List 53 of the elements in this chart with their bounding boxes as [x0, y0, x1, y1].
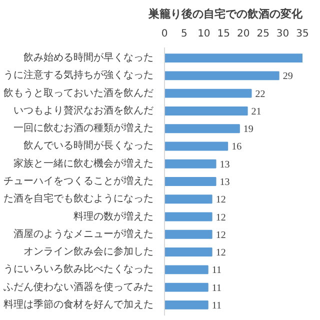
y-tick-label: オンライン飲み会に参加した [24, 246, 154, 258]
data-label: 11 [212, 300, 222, 312]
y-tick-label: 料理は季節の食材を好んで加えた [4, 298, 154, 310]
data-label: 13 [220, 177, 230, 188]
bar [164, 88, 252, 98]
y-tick-label: ふだん使わない酒器を使ってみた [2, 280, 154, 293]
y-tick-label: た酒を自宅でも飲むようになった [4, 192, 154, 205]
data-label: 13 [220, 159, 230, 170]
bar [164, 265, 208, 274]
y-tick-label: うにいろいろ飲み比べたくなった [4, 263, 154, 276]
x-tick-label: 5 [181, 28, 188, 40]
data-label: 12 [216, 212, 226, 224]
chart-title: 巣籠り後の自宅での飲酒の変化 [148, 8, 304, 20]
bar [164, 194, 212, 204]
bar [164, 300, 208, 310]
y-tick-label: 飲み始める時間が早くなった [24, 52, 154, 64]
x-tick-label: 30 [276, 28, 290, 40]
y-tick-label: 料理の数が増えた [74, 210, 154, 222]
bar [164, 159, 216, 168]
y-tick-label: いつもより贅沢なお酒を飲んだ [14, 104, 154, 116]
y-tick-label: 飲んでいる時間が長くなった [24, 140, 154, 152]
data-label: 12 [216, 248, 226, 259]
bar [164, 124, 240, 134]
data-label: 21 [251, 106, 262, 118]
x-tick-label: 0 [161, 28, 168, 40]
y-tick-label: チューハイをつくることが増えた [4, 175, 154, 187]
data-label: 11 [212, 282, 222, 294]
bar [164, 230, 212, 239]
bar [164, 106, 248, 116]
y-tick-label: 酒屋のようなメニューが増えた [14, 228, 154, 240]
x-tick-label: 20 [236, 28, 250, 40]
bar [164, 177, 216, 186]
bar [164, 142, 228, 151]
data-label: 16 [232, 142, 242, 153]
data-label: 29 [282, 71, 293, 82]
y-tick-label: 一回に飲むお酒の種類が増えた [14, 122, 154, 134]
x-tick-label: 10 [198, 28, 210, 40]
bar [164, 248, 212, 256]
x-tick-label: 15 [217, 28, 230, 40]
x-tick-label: 25 [256, 28, 270, 40]
x-tick-label: 35 [296, 28, 309, 40]
y-tick-label: うに注意する気持ちが強くなった [4, 69, 154, 82]
data-label: 22 [255, 88, 266, 100]
y-tick-label: 家族と一緒に飲む機会が増えた [14, 157, 154, 170]
bar [164, 71, 280, 80]
bar [164, 282, 208, 292]
bar [164, 54, 302, 63]
data-label: 12 [216, 230, 226, 241]
data-label: 19 [243, 124, 254, 136]
bar [164, 212, 212, 222]
data-label: 12 [216, 194, 226, 206]
data-label: 11 [212, 265, 222, 276]
y-tick-label: 飲もうと取っておいた酒を飲んだ [4, 86, 154, 99]
